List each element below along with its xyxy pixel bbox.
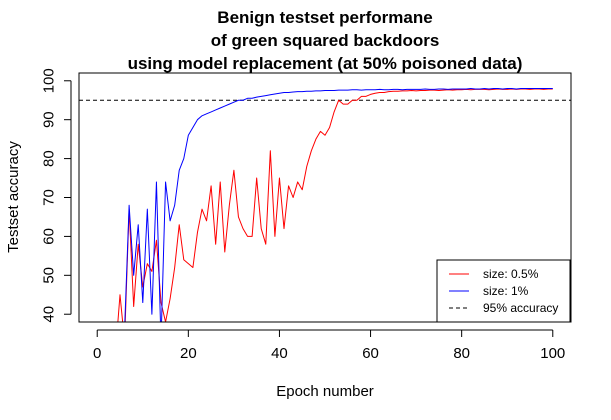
legend-box xyxy=(436,259,571,323)
x-tick-label: 0 xyxy=(93,345,101,362)
y-tick-label: 70 xyxy=(41,189,58,206)
y-axis-label: Testset accuracy xyxy=(5,141,22,253)
x-axis: 0 20 40 60 80 100 xyxy=(93,329,565,362)
chart-title-line-3: using model replacement (at 50% poisoned… xyxy=(128,54,523,73)
legend-label-red: size: 0.5% xyxy=(483,267,539,281)
chart-title-line-1: Benign testset performane xyxy=(217,8,432,27)
legend-label-reference: 95% accuracy xyxy=(483,301,558,315)
y-tick-label: 80 xyxy=(41,150,58,167)
x-tick-label: 40 xyxy=(271,345,288,362)
y-tick-label: 90 xyxy=(41,111,58,128)
x-axis-label: Epoch number xyxy=(276,383,374,400)
x-tick-label: 60 xyxy=(362,345,379,362)
y-tick-label: 100 xyxy=(41,68,58,93)
series-layer xyxy=(79,88,571,322)
x-tick-label: 20 xyxy=(180,345,197,362)
x-tick-label: 100 xyxy=(540,345,565,362)
chart-title-line-2: of green squared backdoors xyxy=(211,31,440,50)
y-tick-label: 60 xyxy=(41,228,58,245)
legend-label-blue: size: 1% xyxy=(483,284,529,298)
legend: size: 0.5% size: 1% 95% accuracy xyxy=(436,259,571,323)
series-line-size-1pct xyxy=(124,88,553,322)
plot-frame xyxy=(78,72,572,323)
y-tick-label: 50 xyxy=(41,267,58,284)
y-tick-label: 40 xyxy=(41,306,58,323)
x-tick-label: 80 xyxy=(453,345,470,362)
y-axis: 40 50 60 70 80 90 100 xyxy=(41,68,72,323)
